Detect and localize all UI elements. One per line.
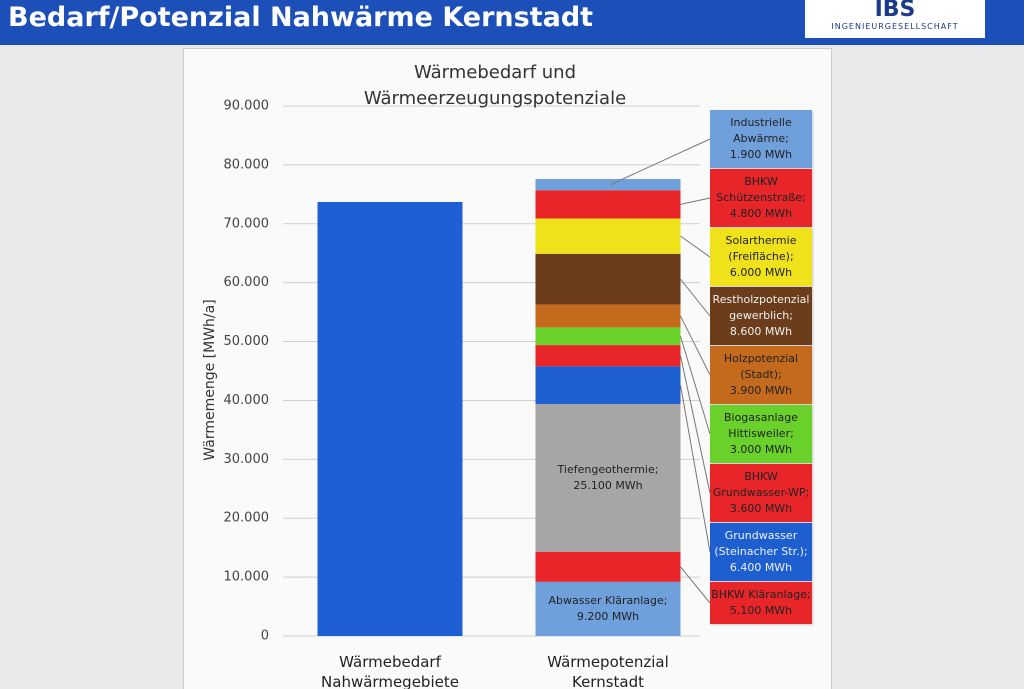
segment-value: 25.100 MWh — [573, 478, 643, 492]
callout-label: Industrielle Abwärme; 1.900 MWh — [710, 110, 812, 168]
bar-segment — [535, 327, 681, 346]
y-tick-label: 70.000 — [224, 216, 270, 231]
bar-segment — [535, 179, 681, 191]
callout-label: Restholzpotenzial gewerblich; 8.600 MWh — [710, 287, 812, 345]
leader-line — [680, 315, 711, 376]
callout-value: 6.000 MWh — [729, 266, 793, 279]
callout-label: Biogasanlage Hittisweiler; 3.000 MWh — [710, 405, 812, 463]
callout-value: 8.600 MWh — [729, 325, 793, 338]
logo-subtitle: INGENIEURGESELLSCHAFT — [831, 22, 959, 31]
segment-label: Tiefengeothermie; 25.100 MWh — [538, 462, 678, 494]
leader-line — [610, 138, 711, 186]
slide-title: Bedarf/Potenzial Nahwärme Kernstadt — [8, 2, 594, 33]
leader-line — [680, 385, 711, 553]
callout-name: BHKW Schützenstraße; — [716, 175, 806, 204]
callout-value: 3.600 MWh — [729, 502, 793, 515]
callout-label: Holzpotenzial (Stadt); 3.900 MWh — [710, 346, 812, 404]
header: Bedarf/Potenzial Nahwärme Kernstadt IBS … — [0, 0, 1024, 45]
callout-name: BHKW Kläranlage; — [711, 588, 811, 601]
callout-value: 3.900 MWh — [729, 384, 793, 397]
leader-line — [680, 336, 711, 435]
y-tick-label: 10.000 — [224, 570, 270, 585]
callout-value: 1.900 MWh — [729, 148, 793, 161]
y-tick-label: 50.000 — [224, 334, 270, 349]
bar-segment — [535, 304, 681, 328]
leader-line — [680, 235, 711, 258]
bar-segment — [317, 201, 463, 636]
y-tick-label: 90.000 — [224, 99, 270, 114]
callout-value: 4.800 MWh — [729, 207, 793, 220]
bar-segment — [535, 581, 681, 636]
leader-line — [680, 355, 711, 494]
callout-name: Grundwasser (Steinacher Str.); — [714, 529, 808, 558]
leader-line — [680, 278, 711, 317]
segment-label: Abwasser Kläranlage; 9.200 MWh — [538, 593, 678, 625]
segment-value: 9.200 MWh — [576, 609, 640, 623]
leader-line — [680, 197, 711, 205]
bar-segment — [535, 190, 681, 219]
y-tick-label: 20.000 — [224, 511, 270, 526]
callout-value: 5.100 MWh — [729, 604, 793, 617]
callout-label: BHKW Kläranlage; 5.100 MWh — [710, 582, 812, 624]
callout-label: Grundwasser (Steinacher Str.); 6.400 MWh — [710, 523, 812, 581]
callout-name: Solarthermie (Freifläche); — [725, 234, 797, 263]
leader-line — [680, 566, 711, 604]
y-tick-label: 80.000 — [224, 157, 270, 172]
y-tick-label: 40.000 — [224, 393, 270, 408]
callout-value: 6.400 MWh — [729, 561, 793, 574]
callout-name: BHKW Grundwasser-WP; — [712, 470, 810, 499]
bar-segment — [535, 551, 681, 582]
y-tick-label: 0 — [261, 629, 269, 644]
chart-title: Wärmebedarf und Wärmeerzeugungspotenzial… — [363, 62, 627, 109]
callout-value: 3.000 MWh — [729, 443, 793, 456]
callout-label: BHKW Schützenstraße; 4.800 MWh — [710, 169, 812, 227]
callout-name: Restholzpotenzial gewerblich; — [712, 293, 810, 322]
x-tick-label: Wärmebedarf Nahwärmegebiete — [321, 653, 459, 689]
y-axis-label: Wärmemenge [MWh/a] — [202, 299, 218, 461]
logo: IBS INGENIEURGESELLSCHAFT — [805, 0, 985, 38]
callout-name: Biogasanlage Hittisweiler; — [723, 411, 799, 440]
x-tick-label: Wärmepotenzial Kernstadt — [547, 653, 669, 689]
callout-name: Industrielle Abwärme; — [730, 116, 792, 145]
bar-segment — [535, 366, 681, 404]
segment-name: Tiefengeothermie; — [557, 462, 659, 476]
segment-name: Abwasser Kläranlage; — [548, 593, 668, 607]
bar-segment — [535, 253, 681, 305]
callout-label: BHKW Grundwasser-WP; 3.600 MWh — [710, 464, 812, 522]
logo-text: IBS — [874, 0, 916, 18]
callout-name: Holzpotenzial (Stadt); — [723, 352, 799, 381]
bar-segment — [535, 403, 681, 552]
y-tick-label: 30.000 — [224, 452, 270, 467]
bar-segment — [535, 345, 681, 367]
callout-label: Solarthermie (Freifläche); 6.000 MWh — [710, 228, 812, 286]
y-tick-label: 60.000 — [224, 275, 270, 290]
bar-segment — [535, 218, 681, 254]
